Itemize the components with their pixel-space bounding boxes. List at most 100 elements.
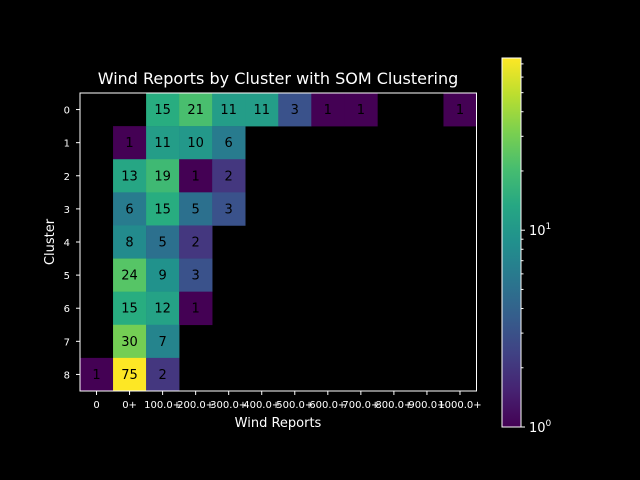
cell-value-label: 1 (357, 103, 365, 118)
heatmap-cell (179, 192, 213, 226)
heatmap-cell (245, 93, 279, 127)
heatmap-cell (146, 258, 180, 292)
x-tick-label: 0 (93, 400, 99, 411)
cell-value-label: 11 (154, 136, 171, 151)
heatmap-cell (113, 192, 147, 226)
heatmap-cell (146, 159, 180, 193)
colorbar-tick-exponent: 0 (546, 419, 552, 429)
y-axis-label: Cluster (43, 218, 58, 265)
heatmap-cell (278, 93, 312, 127)
y-tick-label: 7 (64, 337, 70, 348)
cell-value-label: 5 (158, 236, 166, 251)
x-tick-label: 500.0+ (276, 400, 313, 411)
cell-value-label: 1 (192, 302, 200, 317)
cell-value-label: 15 (121, 302, 138, 317)
cell-value-label: 2 (192, 236, 200, 251)
heatmap-cell (146, 225, 180, 259)
cell-value-label: 24 (121, 269, 138, 284)
colorbar-tick-label: 100 (529, 419, 552, 436)
heatmap-cell (311, 93, 345, 127)
y-tick-label: 5 (64, 271, 70, 282)
cell-value-label: 12 (154, 302, 171, 317)
y-tick-label: 0 (64, 106, 70, 117)
cell-value-label: 13 (121, 169, 138, 184)
y-tick-label: 6 (64, 304, 70, 315)
cell-value-label: 9 (158, 269, 166, 284)
colorbar-tick-label: 101 (529, 222, 551, 239)
plot-area: 15 21 11 11 3 1 1 11 11 10 613 19 1 26 15 5 38 5 224 9 315 12… (79, 92, 477, 392)
y-tick-label: 1 (64, 139, 70, 150)
heatmap-cell (212, 126, 246, 160)
cell-value-label: 1 (125, 136, 133, 151)
heatmap-cell (146, 126, 180, 160)
heatmap-cell (179, 93, 213, 127)
heatmap-cell (212, 93, 246, 127)
heatmap-cell (179, 159, 213, 193)
x-tick-label: 1000.0+ (438, 400, 481, 411)
y-tick-label: 2 (64, 172, 70, 183)
cell-value-label: 1 (456, 103, 464, 118)
heatmap-cell (179, 291, 213, 326)
cell-value-label: 6 (225, 136, 233, 151)
cell-value-label: 30 (121, 335, 138, 350)
chart-title: Wind Reports by Cluster with SOM Cluster… (98, 69, 459, 88)
colorbar-frame (501, 57, 522, 428)
heatmap-cell (113, 324, 147, 359)
x-tick-label: 800.0+ (375, 400, 412, 411)
x-axis-ticks: 0 0+ 100.0+200.0+300.0+400.0+500.0+600.0+7… (93, 391, 482, 411)
x-tick-label: 900.0+ (408, 400, 445, 411)
cell-value-label: 6 (125, 202, 133, 217)
heatmap-cell (113, 225, 147, 259)
cell-value-label: 11 (220, 103, 237, 118)
cell-value-label: 15 (154, 103, 171, 118)
cell-value-label: 7 (158, 335, 166, 350)
heatmap-cell (113, 159, 147, 193)
cell-value-label: 5 (192, 202, 200, 217)
heatmap-cell (80, 357, 114, 392)
heatmap-cell (344, 93, 378, 127)
y-tick-label: 8 (64, 370, 70, 381)
cell-value-label: 10 (187, 136, 204, 151)
heatmap-cell (113, 291, 147, 326)
cell-value-label: 1 (92, 368, 100, 383)
cell-value-label: 19 (154, 169, 171, 184)
heatmap-cell (443, 93, 477, 127)
y-tick-label: 3 (64, 205, 70, 216)
cell-value-label: 21 (187, 103, 204, 118)
cell-value-label: 1 (324, 103, 332, 118)
cell-value-label: 8 (125, 236, 133, 251)
heatmap-cell (179, 225, 213, 259)
x-tick-label: 300.0+ (210, 400, 247, 411)
x-tick-label: 0+ (122, 400, 137, 411)
heatmap-cell (146, 93, 180, 127)
x-tick-label: 200.0+ (177, 400, 214, 411)
cell-value-label: 3 (225, 202, 233, 217)
heatmap-cell (179, 258, 213, 292)
x-tick-label: 700.0+ (342, 400, 379, 411)
heatmap-cell (146, 291, 180, 326)
cell-value-label: 2 (158, 368, 166, 383)
cell-value-label: 3 (291, 103, 299, 118)
heatmap-cell (146, 357, 180, 392)
y-axis-ticks: 0 1 2 3 4 5 6 7 8 (64, 106, 80, 381)
y-tick-label: 4 (64, 238, 70, 249)
colorbar-gradient (502, 58, 521, 427)
heatmap-cell (179, 126, 213, 160)
x-tick-label: 100.0+ (144, 400, 181, 411)
cell-value-label: 1 (192, 169, 200, 184)
cell-value-label: 11 (253, 103, 270, 118)
cell-value-label: 2 (225, 169, 233, 184)
x-axis-label: Wind Reports (235, 416, 322, 431)
colorbar-tick-exponent: 1 (546, 222, 552, 232)
heatmap-cell (113, 357, 147, 392)
heatmap-cell (113, 126, 147, 160)
heatmap-cell (146, 192, 180, 226)
cell-value-label: 75 (121, 368, 138, 383)
cell-value-label: 3 (192, 269, 200, 284)
x-tick-label: 400.0+ (243, 400, 280, 411)
heatmap-cell (146, 324, 180, 359)
heatmap-cell (212, 159, 246, 193)
x-tick-label: 600.0+ (309, 400, 346, 411)
heatmap-cell (212, 192, 246, 226)
